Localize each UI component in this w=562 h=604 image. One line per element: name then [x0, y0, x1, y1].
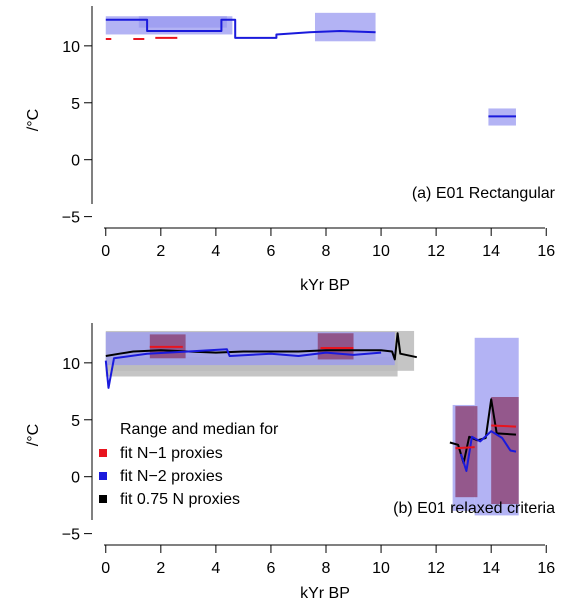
panel-a-annotation: (a) E01 Rectangular [412, 185, 556, 202]
panel-a: 0 2 4 6 8 10 12 14 16 −5 0 5 10 (a) E01 Rectangular… [25, 6, 556, 294]
panel-b-median-n1-2 [455, 446, 475, 450]
panel-a-lines [105, 18, 516, 118]
panel-a-band-n2-1 [138, 16, 227, 28]
panel-a-x-tick-label: 0 [101, 243, 110, 260]
panel-a-y-axis-label: /°C [25, 109, 42, 131]
panel-b-annotation: (b) E01 relaxed criteria [393, 500, 555, 517]
panel-b-y-tick-label: 10 [62, 356, 80, 373]
panel-b-x-axis-label: kYr BP [300, 585, 350, 602]
panel-a-band-n2-2 [314, 12, 376, 42]
panel-a-bands [105, 12, 516, 126]
legend-entry-n075: fit 0.75 N proxies [120, 491, 240, 508]
panel-a-x-tick-label: 14 [482, 243, 500, 260]
panel-b-x-tick-label: 2 [156, 560, 165, 577]
panel-a-x-tick-label: 6 [266, 243, 275, 260]
panel-b-x-tick-label: 12 [427, 560, 445, 577]
panel-a-y-tick-label: 5 [71, 96, 80, 113]
panel-b: 0 2 4 6 8 10 12 14 16 −5 0 5 10 (b) E01 relaxed cri… [25, 323, 555, 602]
legend-entry-n2: fit N−2 proxies [120, 468, 223, 485]
panel-b-y-ticks: −5 0 5 10 [62, 356, 92, 544]
panel-b-x-tick-label: 14 [482, 560, 500, 577]
legend-title: Range and median for [120, 421, 279, 438]
panel-b-median-n075-0 [105, 332, 418, 361]
panel-a-y-ticks: −5 0 5 10 [62, 39, 92, 227]
panel-a-y-tick-label: 10 [62, 39, 80, 56]
panel-b-y-tick-label: 0 [71, 470, 80, 487]
panel-b-x-tick-label: 16 [537, 560, 555, 577]
panel-b-y-axis-label: /°C [25, 424, 42, 446]
legend-swatch-n1 [99, 449, 107, 457]
panel-a-x-axis-label: kYr BP [300, 277, 350, 294]
panel-b-median-n2-1 [459, 430, 517, 472]
panel-b-x-tick-label: 4 [211, 560, 220, 577]
panel-a-x-tick-label: 16 [537, 243, 555, 260]
panel-b-x-tick-label: 0 [101, 560, 110, 577]
panel-b-y-tick-label: −5 [62, 527, 80, 544]
panel-a-x-tick-label: 2 [156, 243, 165, 260]
legend: Range and median for fit N−1 proxies fit… [99, 421, 279, 508]
panel-a-median-n2-0 [105, 18, 376, 39]
panel-b-lines [104, 332, 517, 472]
panel-a-x-tick-label: 4 [211, 243, 220, 260]
panel-b-x-tick-label: 10 [372, 560, 390, 577]
panel-a-x-ticks: 0 2 4 6 8 10 12 14 16 [101, 228, 555, 260]
legend-swatch-n075 [99, 495, 107, 503]
panel-b-band-n1-1 [317, 333, 354, 360]
legend-entry-n1: fit N−1 proxies [120, 445, 223, 462]
panel-b-x-tick-label: 6 [266, 560, 275, 577]
panel-a-x-tick-label: 8 [322, 243, 331, 260]
panel-b-x-ticks: 0 2 4 6 8 10 12 14 16 [101, 545, 555, 577]
legend-swatch-n2 [99, 472, 107, 480]
panel-b-y-tick-label: 5 [71, 413, 80, 430]
panel-a-x-tick-label: 12 [427, 243, 445, 260]
panel-b-median-n1-3 [491, 424, 517, 428]
panel-a-x-tick-label: 10 [372, 243, 390, 260]
panel-a-y-tick-label: 0 [71, 153, 80, 170]
panel-a-y-tick-label: −5 [62, 210, 80, 227]
panel-b-median-n2-0 [104, 348, 382, 389]
panel-b-x-tick-label: 8 [322, 560, 331, 577]
